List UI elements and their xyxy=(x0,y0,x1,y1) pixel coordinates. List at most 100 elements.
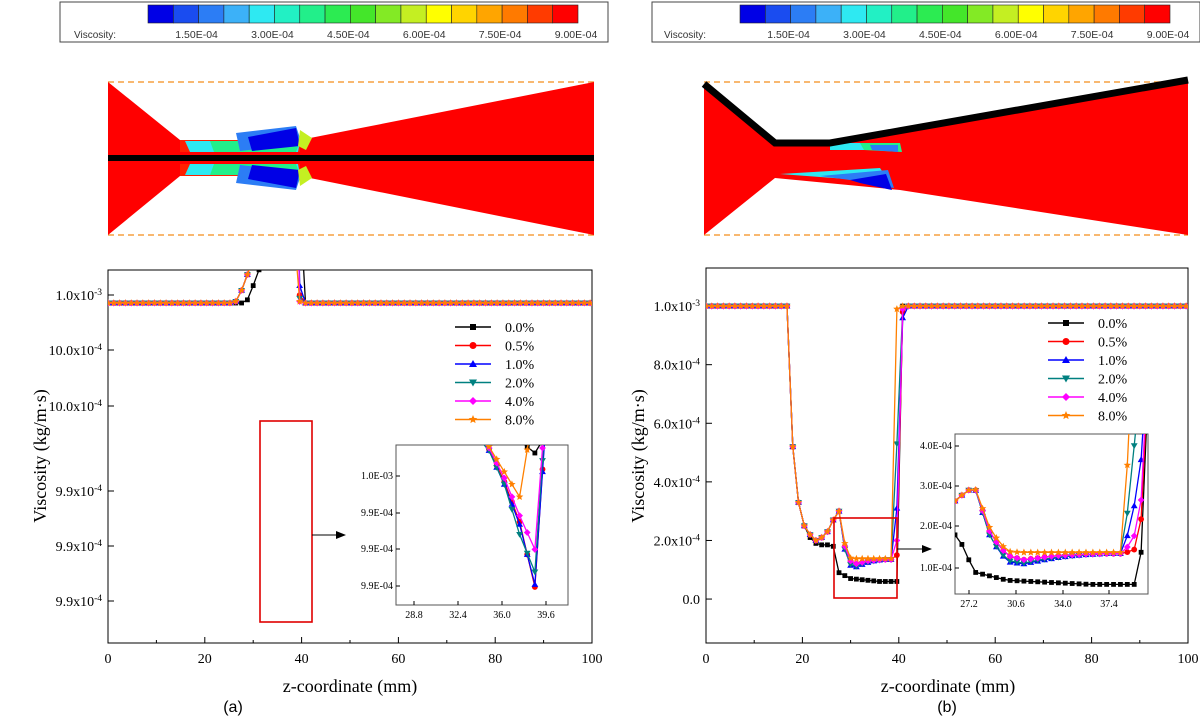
data-point xyxy=(1014,578,1020,584)
data-point xyxy=(330,299,339,307)
data-point xyxy=(168,299,176,307)
data-point xyxy=(508,506,516,513)
inset-b: 27.2 30.6 34.0 37.4 1.0E-04 2.0E-04 3.0E-04 4.0… xyxy=(920,345,1152,610)
data-point xyxy=(470,299,478,307)
colorbar-tick: 7.50E-04 xyxy=(479,29,522,41)
data-point xyxy=(432,383,439,389)
data-point xyxy=(447,399,454,406)
data-point xyxy=(220,299,228,307)
data-point xyxy=(386,347,393,354)
legend-entry: 8.0% xyxy=(1048,410,1128,425)
data-point xyxy=(1141,302,1150,310)
data-point xyxy=(313,299,321,307)
colorbar-tick: 4.50E-04 xyxy=(327,29,370,41)
data-point xyxy=(455,410,462,416)
data-point xyxy=(515,492,524,500)
data-point xyxy=(447,299,455,307)
data-point xyxy=(1176,302,1184,310)
data-point xyxy=(562,343,569,349)
x-tick-label: 100 xyxy=(1178,652,1199,667)
data-point xyxy=(121,299,130,307)
legend-label: 8.0% xyxy=(1098,410,1128,425)
data-point xyxy=(545,299,554,307)
data-point xyxy=(1003,302,1011,310)
data-point xyxy=(1007,578,1013,583)
data-point xyxy=(1145,345,1152,351)
data-point xyxy=(1037,302,1046,310)
data-point xyxy=(424,377,431,383)
colorbar-tick: 6.00E-04 xyxy=(403,29,446,41)
data-point xyxy=(765,302,774,310)
data-point xyxy=(794,498,803,506)
data-point xyxy=(523,446,531,453)
data-point xyxy=(1062,375,1070,383)
y-tick-label: 2.0x10-4 xyxy=(654,533,701,549)
data-point xyxy=(945,302,953,310)
data-point xyxy=(881,554,889,562)
series-line xyxy=(409,364,546,553)
data-point xyxy=(1034,554,1042,562)
y-tick-label: 10.0x10-4 xyxy=(49,343,103,359)
data-point xyxy=(562,342,569,348)
data-point xyxy=(517,438,522,443)
data-point xyxy=(864,557,872,565)
data-point xyxy=(956,302,965,310)
data-point xyxy=(972,485,980,493)
data-point xyxy=(516,531,523,538)
data-point xyxy=(267,190,274,196)
data-point xyxy=(725,302,733,310)
colorbar-b: Viscosity: 1.50E-04 3.00E-04 4.50E-04 6.00E… xyxy=(651,1,1200,43)
data-point xyxy=(979,302,988,310)
data-point xyxy=(882,579,888,584)
data-point xyxy=(563,299,571,307)
data-point xyxy=(493,459,501,467)
data-point xyxy=(409,364,416,371)
data-point xyxy=(993,575,999,580)
data-point xyxy=(285,85,292,92)
data-point xyxy=(371,299,379,307)
x-tick-label: 80 xyxy=(488,652,502,667)
series-line xyxy=(706,302,1188,562)
data-point xyxy=(133,299,141,307)
data-point xyxy=(417,371,424,377)
data-point xyxy=(452,299,461,307)
data-point xyxy=(547,347,554,353)
data-point xyxy=(893,504,901,511)
data-point xyxy=(1124,582,1130,587)
data-point xyxy=(1123,543,1131,551)
data-point xyxy=(485,445,493,450)
x-tick-label: 20 xyxy=(198,652,212,667)
data-point xyxy=(1096,548,1104,556)
y-tick-label: 1.0x10-3 xyxy=(56,288,103,304)
data-point xyxy=(433,363,438,368)
colorbar-cell xyxy=(739,4,766,24)
chart-b: 0 20 40 60 80 100 0.0 2.0x10-4 4.0x10-4 6.0x10-4… xyxy=(628,267,1199,716)
data-point xyxy=(377,299,385,307)
data-point xyxy=(418,351,423,356)
data-point xyxy=(904,302,913,310)
data-point xyxy=(394,351,401,358)
data-point xyxy=(441,299,449,307)
data-point xyxy=(1020,548,1028,556)
data-point xyxy=(563,342,569,348)
data-point xyxy=(1123,510,1131,517)
data-point xyxy=(959,542,965,547)
data-point xyxy=(737,302,745,310)
data-point xyxy=(481,445,482,446)
data-point xyxy=(1116,548,1125,556)
y-tick-label: 9.9x10-4 xyxy=(56,484,103,500)
colorbar-tick: 7.50E-04 xyxy=(1071,29,1114,41)
data-point xyxy=(539,299,548,307)
data-point xyxy=(441,369,446,374)
data-point xyxy=(1089,302,1098,310)
data-point xyxy=(402,359,408,365)
colorbar-cell xyxy=(967,4,994,24)
colorbar-tick: 1.50E-04 xyxy=(767,29,810,41)
data-point xyxy=(336,299,344,307)
data-point xyxy=(1137,496,1145,504)
data-point xyxy=(1061,548,1069,556)
data-point xyxy=(522,299,530,307)
data-point xyxy=(448,375,453,380)
data-point xyxy=(400,299,408,307)
data-point xyxy=(432,383,439,390)
